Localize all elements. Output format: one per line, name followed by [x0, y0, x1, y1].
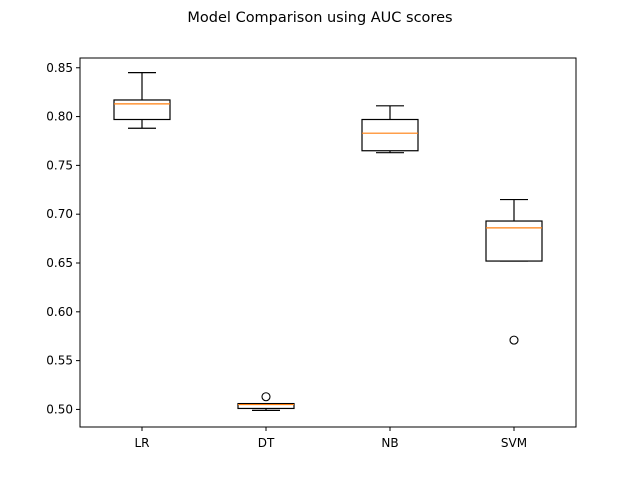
y-tick-label: 0.50 — [46, 402, 73, 416]
y-tick-label: 0.65 — [46, 256, 73, 270]
plot-area — [113, 72, 543, 412]
box-iqr — [485, 220, 543, 262]
x-tick-label-svm: SVM — [501, 436, 527, 450]
outlier-point — [509, 335, 519, 345]
y-tick-label: 0.70 — [46, 207, 73, 221]
axes-frame — [79, 57, 577, 428]
box-lr — [113, 72, 171, 129]
box-svm — [485, 198, 543, 345]
box-iqr — [237, 402, 295, 410]
outlier-point — [261, 392, 271, 402]
box-iqr — [361, 118, 419, 152]
y-tick-label: 0.80 — [46, 110, 73, 124]
y-tick-label: 0.55 — [46, 354, 73, 368]
axes: 0.50 0.55 0.60 0.65 0.70 0.75 0.80 0.85 LR DT NB SV… — [46, 61, 527, 450]
y-tick-label: 0.60 — [46, 305, 73, 319]
y-tick-label: 0.75 — [46, 158, 73, 172]
box-nb — [361, 105, 419, 154]
chart-title: Model Comparison using AUC scores — [187, 10, 452, 26]
x-tick-label-nb: NB — [381, 436, 398, 450]
x-tick-label-lr: LR — [134, 436, 149, 450]
x-tick-label-dt: DT — [258, 436, 275, 450]
box-dt — [237, 392, 295, 412]
y-tick-label: 0.85 — [46, 61, 73, 75]
box-iqr — [113, 99, 171, 121]
